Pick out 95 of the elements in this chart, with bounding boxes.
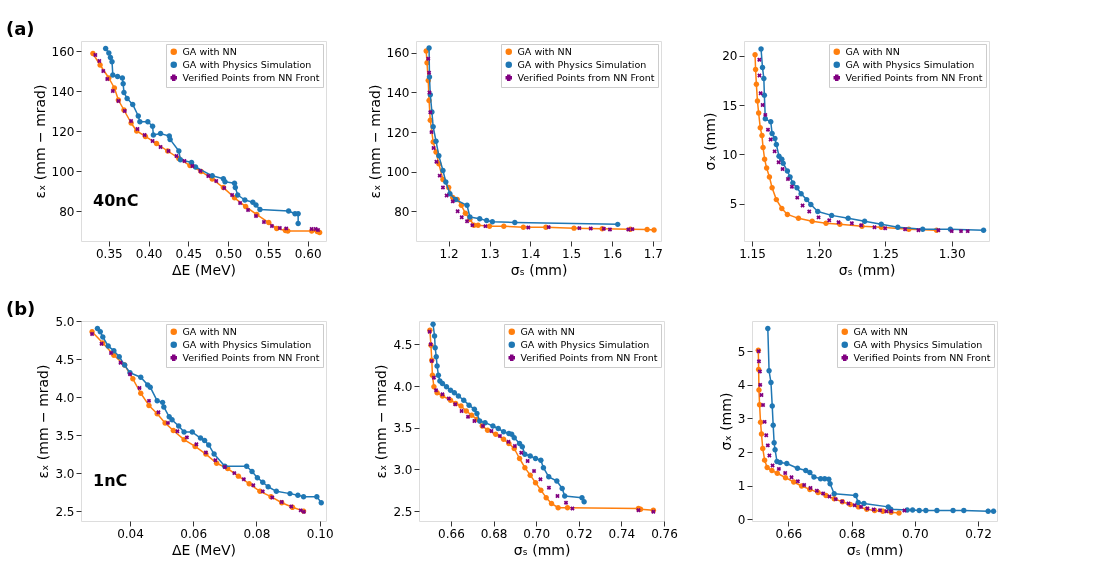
legend-label: GA with NN [520, 325, 575, 337]
x-axis-title: σₛ (mm) [510, 261, 568, 278]
legend-label: GA with Physics Simulation [845, 58, 975, 70]
legend-label: Verified Points from NN Front [853, 351, 991, 363]
y-tick-label: 0 [737, 512, 746, 527]
x-tick-label: 0.72 [565, 526, 593, 541]
x-tick-label: 0.60 [294, 246, 322, 261]
y-axis-title: εₓ (mm − mrad) [373, 364, 390, 479]
x-axis-title: σₛ (mm) [513, 541, 571, 558]
x-tick-label: 1.4 [521, 246, 541, 261]
y-axis-title: σₓ (mm) [702, 112, 719, 171]
x-tick-label: 1.30 [938, 246, 966, 261]
legend-label: GA with NN [517, 45, 572, 57]
y-tick-label: 120 [386, 125, 410, 140]
y-tick-label: 160 [51, 44, 75, 59]
x-tick-label: 1.5 [562, 246, 582, 261]
y-tick-label: 80 [59, 204, 75, 219]
x-tick-label: 0.06 [180, 526, 208, 541]
x-tick-label: 0.50 [215, 246, 243, 261]
y-tick-label: 2.5 [393, 504, 413, 519]
x-tick-label: 0.04 [117, 526, 144, 541]
x-axis-title: σₛ (mm) [838, 261, 896, 278]
text: (b) [6, 298, 36, 319]
x-tick-label: 1.25 [872, 246, 899, 261]
x-tick-label: 0.08 [243, 526, 271, 541]
y-axis-title: εₓ (mm − mrad) [366, 84, 383, 199]
legend-label: GA with Physics Simulation [182, 58, 312, 70]
legend-label: GA with NN [182, 325, 237, 337]
x-tick-label: 0.76 [651, 526, 678, 541]
y-tick-label: 4 [737, 378, 746, 393]
y-tick-label: 3.0 [55, 466, 75, 481]
y-tick-label: 100 [51, 164, 75, 179]
y-tick-label: 140 [51, 84, 75, 99]
legend-label: GA with Physics Simulation [517, 58, 647, 70]
y-tick-label: 120 [51, 124, 75, 139]
y-axis-title: σₓ (mm) [717, 392, 734, 451]
y-tick-label: 3.0 [393, 462, 413, 477]
annotation: 40nC [93, 191, 139, 210]
y-tick-label: 3.5 [393, 421, 413, 436]
y-tick-label: 3.5 [55, 428, 75, 443]
y-tick-label: 3 [737, 411, 746, 426]
x-axis-title: ΔE (MeV) [171, 541, 237, 558]
x-tick-label: 1.20 [805, 246, 833, 261]
y-tick-label: 160 [386, 46, 410, 61]
y-tick-label: 1 [737, 479, 746, 494]
x-tick-label: 0.66 [438, 526, 465, 541]
y-axis-title: εₓ (mm − mrad) [35, 364, 52, 479]
x-tick-label: 0.70 [901, 526, 929, 541]
legend-label: Verified Points from NN Front [182, 71, 320, 83]
legend-label: Verified Points from NN Front [845, 71, 983, 83]
legend-label: GA with NN [853, 325, 908, 337]
legend-label: GA with NN [182, 45, 237, 57]
x-tick-label: 1.6 [602, 246, 623, 261]
legend-label: Verified Points from NN Front [520, 351, 658, 363]
x-tick-label: 0.70 [523, 526, 551, 541]
y-tick-label: 2 [737, 445, 746, 460]
legend-label: GA with NN [845, 45, 900, 57]
y-tick-label: 5 [737, 344, 746, 359]
x-tick-label: 0.45 [175, 246, 203, 261]
legend-label: GA with Physics Simulation [182, 338, 312, 350]
y-tick-label: 4.5 [55, 352, 75, 367]
x-axis-title: σₛ (mm) [846, 541, 904, 558]
text: (a) [6, 18, 35, 39]
x-axis-title: ΔE (MeV) [171, 261, 237, 278]
x-tick-label: 0.35 [95, 246, 123, 261]
y-tick-label: 4.0 [55, 390, 75, 405]
y-tick-label: 5.0 [55, 314, 75, 329]
y-tick-label: 10 [722, 147, 738, 162]
x-tick-label: 0.40 [135, 246, 163, 261]
y-tick-label: 20 [722, 49, 738, 64]
x-tick-label: 1.2 [439, 246, 459, 261]
y-tick-label: 5 [729, 197, 738, 212]
legend-label: GA with Physics Simulation [520, 338, 650, 350]
x-tick-label: 0.74 [608, 526, 636, 541]
y-tick-label: 4.0 [393, 379, 413, 394]
legend-label: Verified Points from NN Front [182, 351, 320, 363]
y-axis-title: εₓ (mm − mrad) [31, 84, 48, 199]
x-tick-label: 1.3 [480, 246, 500, 261]
legend-label: Verified Points from NN Front [517, 71, 655, 83]
x-tick-label: 0.10 [306, 526, 334, 541]
x-tick-label: 0.55 [255, 246, 282, 261]
x-tick-label: 0.72 [965, 526, 992, 541]
y-tick-label: 15 [722, 98, 738, 113]
annotation: 1nC [93, 471, 128, 490]
y-tick-label: 100 [386, 165, 410, 180]
x-tick-label: 1.7 [643, 246, 663, 261]
y-tick-label: 2.5 [55, 504, 75, 519]
x-tick-label: 1.15 [739, 246, 766, 261]
y-tick-label: 80 [394, 204, 410, 219]
x-tick-label: 0.68 [838, 526, 866, 541]
y-tick-label: 4.5 [393, 337, 413, 352]
x-tick-label: 0.66 [775, 526, 803, 541]
x-tick-label: 0.68 [480, 526, 508, 541]
legend-label: GA with Physics Simulation [853, 338, 983, 350]
y-tick-label: 140 [386, 85, 410, 100]
